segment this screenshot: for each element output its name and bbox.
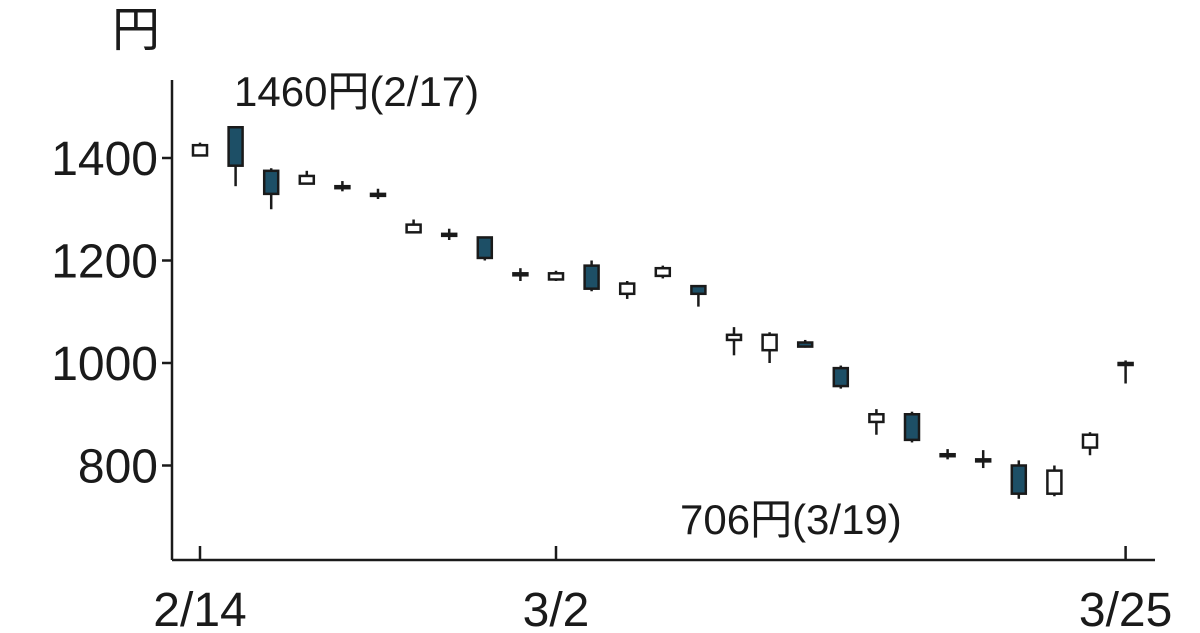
candle bbox=[939, 449, 956, 460]
candle-body-up bbox=[761, 333, 778, 352]
candle-body-down bbox=[227, 126, 244, 167]
candle bbox=[191, 142, 209, 157]
candle-body-up bbox=[191, 143, 209, 157]
price-annotation: 706円(3/19) bbox=[680, 496, 902, 543]
candle-body-down bbox=[690, 284, 707, 296]
candle bbox=[1117, 360, 1134, 384]
candle bbox=[369, 188, 387, 199]
candle-body-down bbox=[939, 452, 956, 458]
candle-body-down bbox=[832, 366, 850, 388]
candle-body-down bbox=[334, 184, 351, 190]
y-tick-label: 1400 bbox=[51, 133, 158, 186]
x-tick-label: 3/25 bbox=[1079, 584, 1172, 628]
candle-body-down bbox=[476, 236, 494, 260]
candle bbox=[1046, 465, 1063, 497]
candle bbox=[832, 365, 850, 389]
candle-body-up bbox=[1081, 433, 1099, 449]
candle-body-up bbox=[725, 333, 743, 342]
candle bbox=[654, 265, 672, 279]
candle bbox=[547, 270, 565, 281]
candle-body-down bbox=[583, 264, 600, 290]
y-unit-label: 円 bbox=[112, 4, 160, 57]
candle-body-up bbox=[868, 413, 885, 424]
y-tick-label: 1000 bbox=[51, 338, 158, 391]
x-tick-label: 3/2 bbox=[523, 584, 590, 628]
y-tick-label: 1200 bbox=[51, 236, 158, 289]
candle bbox=[903, 411, 921, 443]
price-annotation: 1460円(2/17) bbox=[234, 68, 479, 115]
candle bbox=[1081, 432, 1099, 456]
candle-body-down bbox=[974, 458, 992, 463]
candle bbox=[262, 168, 280, 210]
candle bbox=[796, 339, 814, 348]
candle bbox=[618, 281, 636, 299]
candle bbox=[690, 284, 707, 307]
candle bbox=[1010, 460, 1028, 499]
candle-body-down bbox=[440, 232, 458, 238]
candle-body-down bbox=[1010, 464, 1028, 495]
candle bbox=[761, 332, 778, 363]
candle-body-up bbox=[298, 174, 316, 185]
candle bbox=[868, 409, 885, 435]
candle bbox=[298, 170, 316, 185]
candle-body-up bbox=[618, 282, 636, 296]
candle bbox=[227, 126, 244, 187]
candle-body-up bbox=[547, 272, 565, 281]
candle-body-up bbox=[1117, 361, 1134, 367]
candle-body-up bbox=[654, 266, 672, 278]
x-tick-label: 2/14 bbox=[153, 584, 246, 628]
candle-body-down bbox=[262, 169, 280, 196]
candle bbox=[334, 181, 351, 192]
candle bbox=[476, 236, 494, 261]
candle-body-up bbox=[405, 223, 422, 234]
candle-body-down bbox=[512, 272, 529, 277]
candle bbox=[583, 260, 600, 292]
candle-body-up bbox=[1046, 469, 1063, 495]
candle-body-down bbox=[903, 413, 921, 442]
candle-body-down bbox=[796, 341, 814, 348]
candle bbox=[974, 450, 992, 469]
candle bbox=[405, 219, 422, 234]
candle bbox=[725, 327, 743, 356]
candle-body-down bbox=[369, 192, 387, 198]
candle bbox=[440, 228, 458, 240]
candle bbox=[512, 268, 529, 281]
y-tick-label: 800 bbox=[78, 441, 158, 494]
